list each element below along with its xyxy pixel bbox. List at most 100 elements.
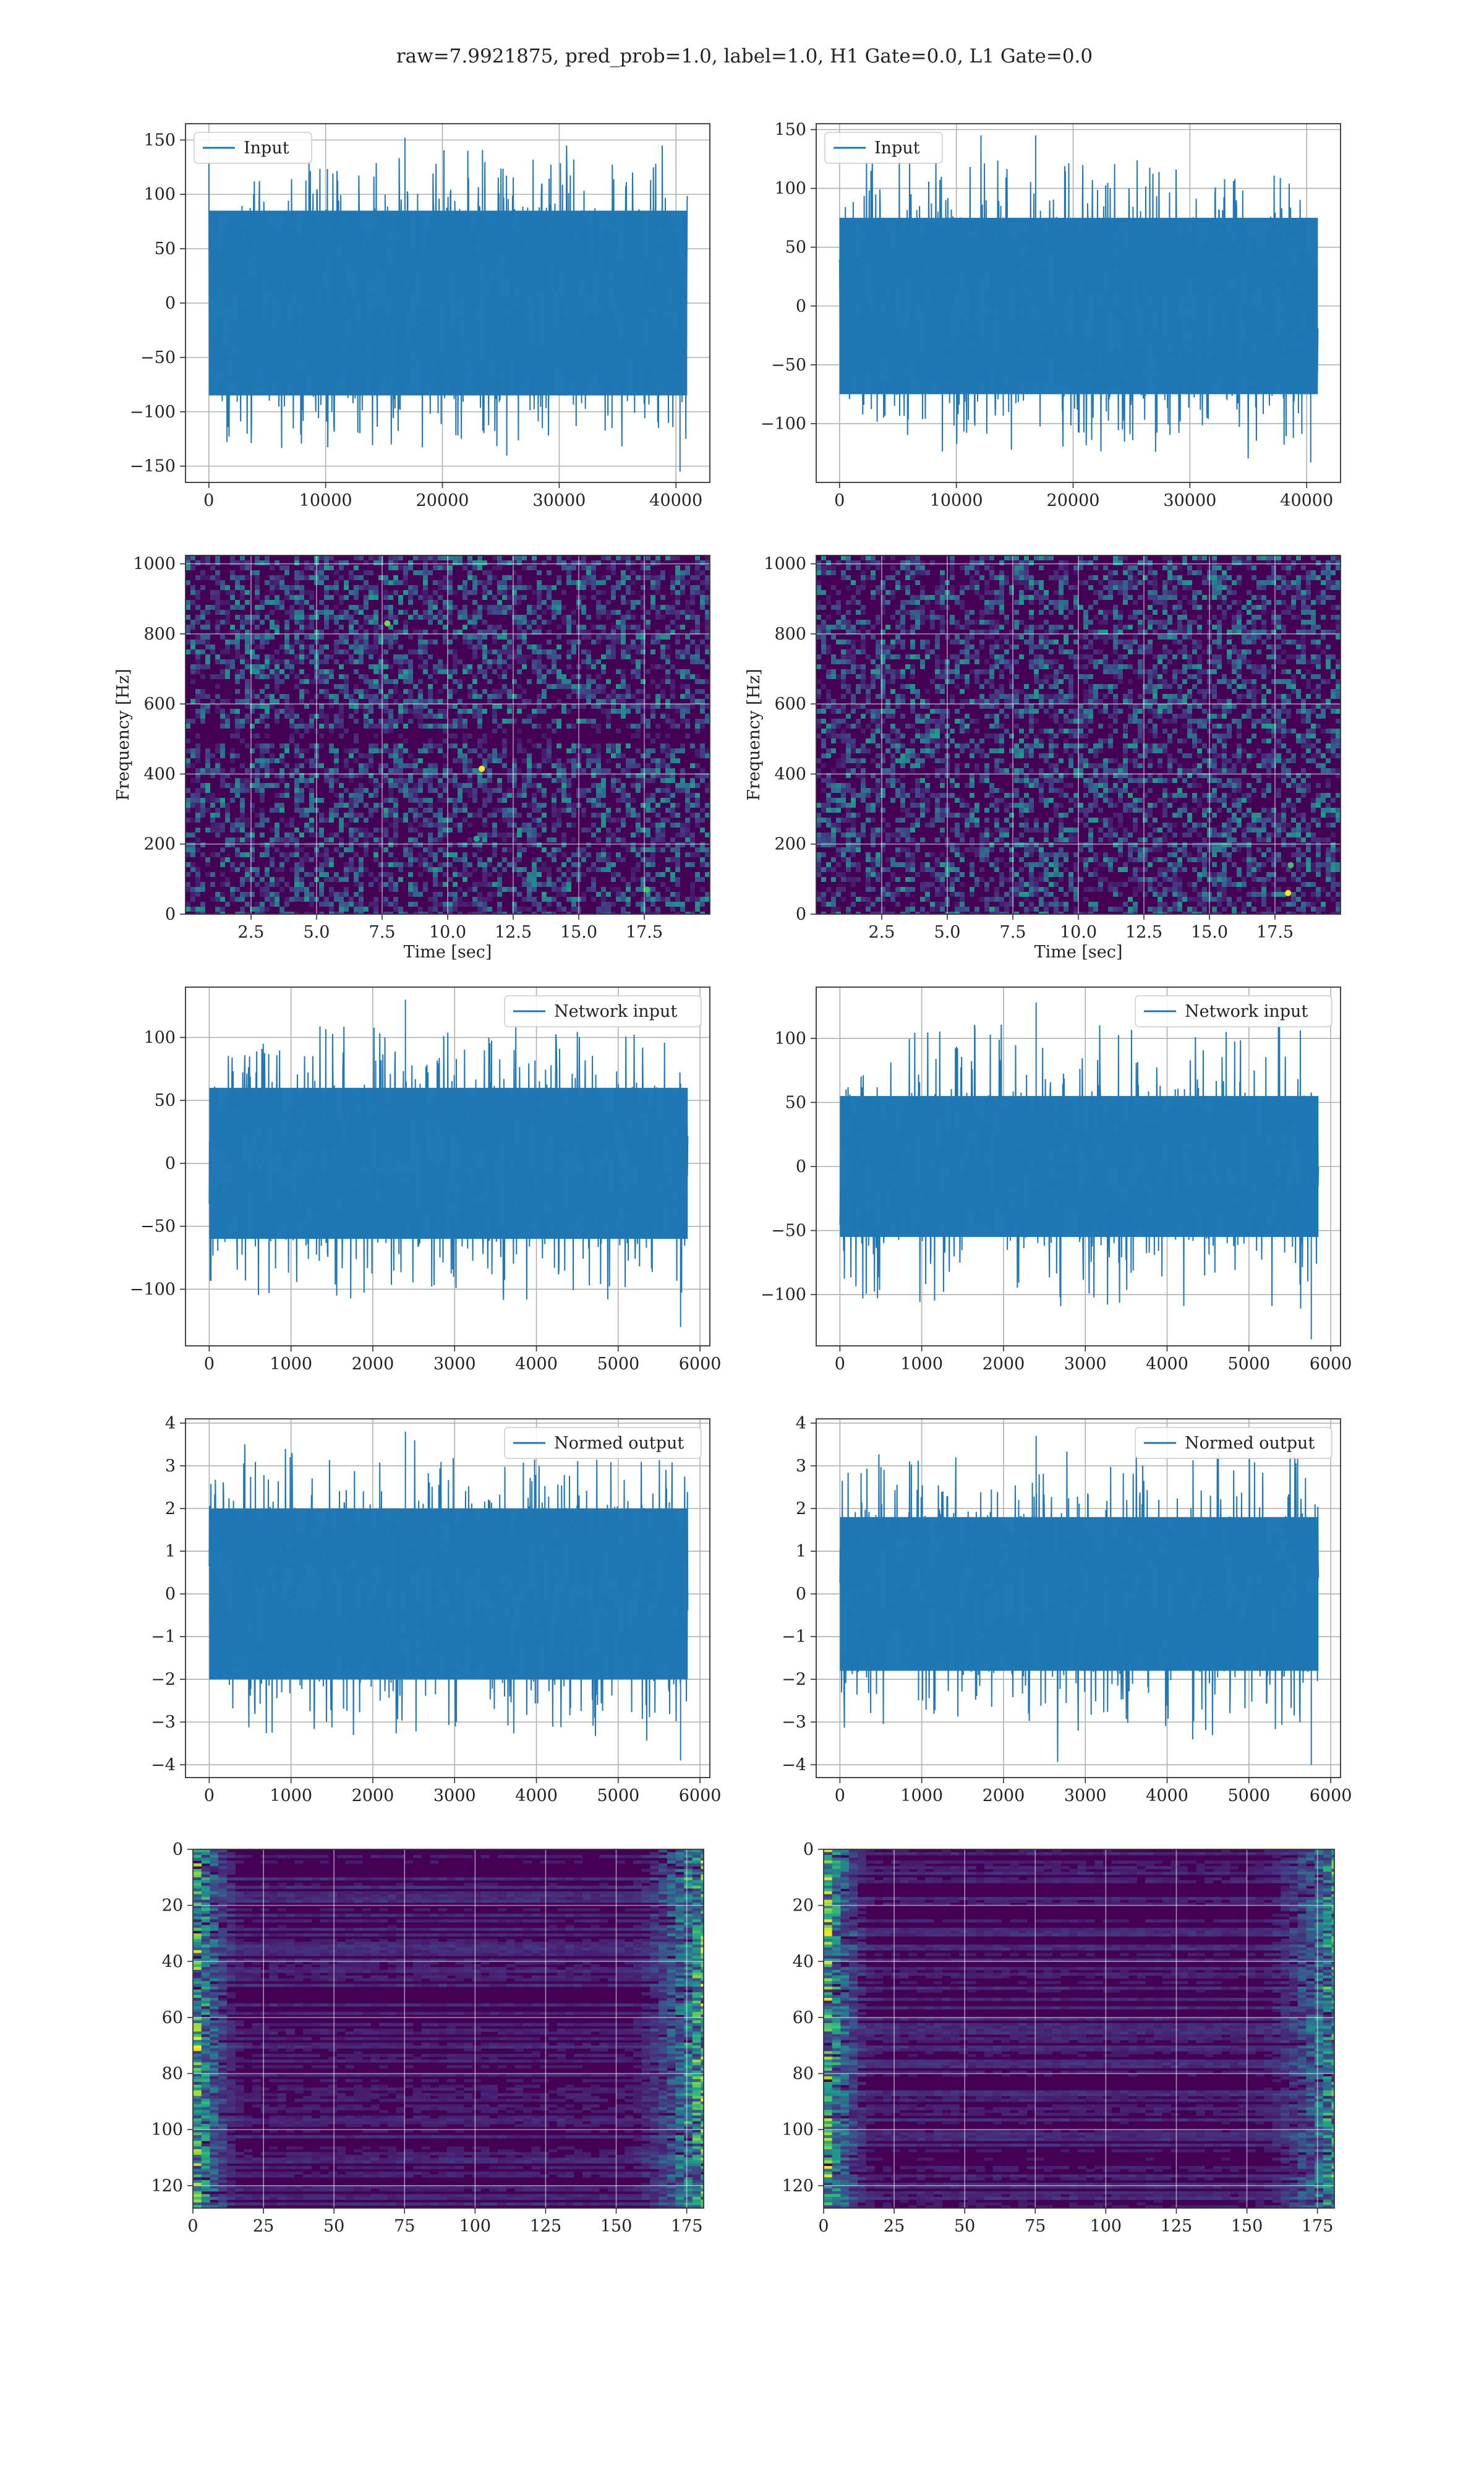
- heatmap-cell: [1143, 644, 1148, 649]
- heatmap-cell: [920, 605, 925, 610]
- subplot-spec-l1: 2.5 5.0 7.5 10.0 12.5 15.0 17.5020040060080010…: [744, 555, 1341, 962]
- heatmap-cell: [260, 560, 265, 565]
- heatmap-cell: [220, 669, 225, 674]
- heatmap-cell: [458, 585, 463, 590]
- heatmap-cell: [195, 872, 200, 877]
- heatmap-cell: [279, 585, 284, 590]
- heatmap-cell: [561, 590, 566, 595]
- heatmap-cell: [616, 625, 621, 630]
- heatmap-cell: [700, 778, 705, 783]
- heatmap-cell: [561, 808, 566, 813]
- heatmap-cell: [195, 620, 200, 625]
- heatmap-cell: [195, 694, 200, 699]
- heatmap-cell: [438, 833, 443, 837]
- heatmap-cell: [900, 600, 905, 605]
- heatmap-cell: [383, 659, 388, 664]
- heatmap-cell: [364, 847, 369, 852]
- heatmap-cell: [547, 570, 552, 575]
- heatmap-cell: [1078, 654, 1083, 659]
- heatmap-cell: [1044, 595, 1049, 600]
- heatmap-cell: [289, 704, 294, 709]
- heatmap-cell: [1019, 600, 1024, 605]
- heatmap-cell: [542, 862, 547, 867]
- heatmap-cell: [344, 763, 349, 768]
- heatmap-cell: [655, 823, 660, 828]
- heatmap-cell: [1247, 600, 1252, 605]
- heatmap-cell: [1029, 595, 1034, 600]
- heatmap-cell: [279, 669, 284, 674]
- heatmap-cell: [1296, 590, 1301, 595]
- heatmap-cell: [537, 570, 542, 575]
- heatmap-cell: [438, 813, 443, 818]
- heatmap-cell: [537, 783, 542, 788]
- heatmap-cell: [552, 887, 556, 892]
- heatmap-cell: [260, 664, 265, 669]
- heatmap-cell: [458, 808, 463, 813]
- heatmap-cell: [1024, 585, 1029, 590]
- heatmap-cell: [631, 640, 636, 644]
- heatmap-cell: [359, 907, 364, 912]
- heatmap-cell: [1247, 620, 1252, 625]
- heatmap-cell: [1054, 605, 1059, 610]
- heatmap-cell: [920, 570, 925, 575]
- heatmap-cell: [915, 600, 920, 605]
- heatmap-cell: [482, 590, 487, 595]
- heatmap-cell: [650, 580, 655, 585]
- heatmap-cell: [453, 724, 458, 729]
- heatmap-cell: [240, 724, 245, 729]
- heatmap-cell: [250, 803, 255, 808]
- heatmap-cell: [428, 907, 433, 912]
- heatmap-cell: [230, 758, 235, 763]
- heatmap-cell: [502, 867, 507, 872]
- heatmap-cell: [925, 595, 930, 600]
- heatmap-cell: [596, 748, 601, 753]
- heatmap-cell: [1148, 565, 1153, 570]
- heatmap-cell: [581, 610, 586, 615]
- heatmap-cell: [190, 625, 195, 630]
- heatmap-cell: [542, 753, 547, 758]
- heatmap-cell: [591, 887, 596, 892]
- heatmap-cell: [1331, 615, 1336, 620]
- heatmap-cell: [537, 724, 542, 729]
- heatmap-cell: [319, 649, 324, 654]
- heatmap-cell: [329, 694, 334, 699]
- heatmap-cell: [1172, 565, 1177, 570]
- heatmap-cell: [650, 679, 655, 684]
- heatmap-cell: [527, 565, 532, 570]
- heatmap-cell: [816, 600, 821, 605]
- heatmap-cell: [438, 892, 443, 897]
- heatmap-cell: [631, 833, 636, 837]
- heatmap-cell: [989, 644, 994, 649]
- heatmap-cell: [275, 833, 279, 837]
- heatmap-cell: [378, 664, 383, 669]
- heatmap-cell: [1197, 615, 1202, 620]
- heatmap-cell: [507, 709, 512, 714]
- heatmap-cell: [284, 644, 289, 649]
- heatmap-cell: [571, 862, 576, 867]
- heatmap-cell: [413, 788, 418, 793]
- heatmap-cell: [705, 635, 710, 640]
- heatmap-cell: [571, 852, 576, 857]
- heatmap-cell: [329, 887, 334, 892]
- heatmap-cell: [383, 902, 388, 907]
- heatmap-cell: [497, 887, 502, 892]
- heatmap-cell: [1286, 585, 1291, 590]
- heatmap-cell: [685, 570, 690, 575]
- heatmap-cell: [339, 793, 344, 798]
- heatmap-cell: [994, 590, 999, 595]
- heatmap-cell: [1148, 615, 1153, 620]
- heatmap-cell: [641, 828, 646, 833]
- heatmap-cell: [616, 872, 621, 877]
- heatmap-cell: [1232, 649, 1237, 654]
- heatmap-cell: [537, 743, 542, 748]
- heatmap-cell: [675, 669, 680, 674]
- heatmap-cell: [492, 729, 497, 734]
- heatmap-cell: [309, 615, 314, 620]
- heatmap-cell: [675, 600, 680, 605]
- heatmap-cell: [225, 699, 230, 704]
- heatmap-cell: [482, 818, 487, 823]
- heatmap-cell: [1182, 580, 1187, 585]
- heatmap-cell: [265, 630, 270, 635]
- heatmap-cell: [861, 625, 866, 630]
- heatmap-cell: [866, 620, 871, 625]
